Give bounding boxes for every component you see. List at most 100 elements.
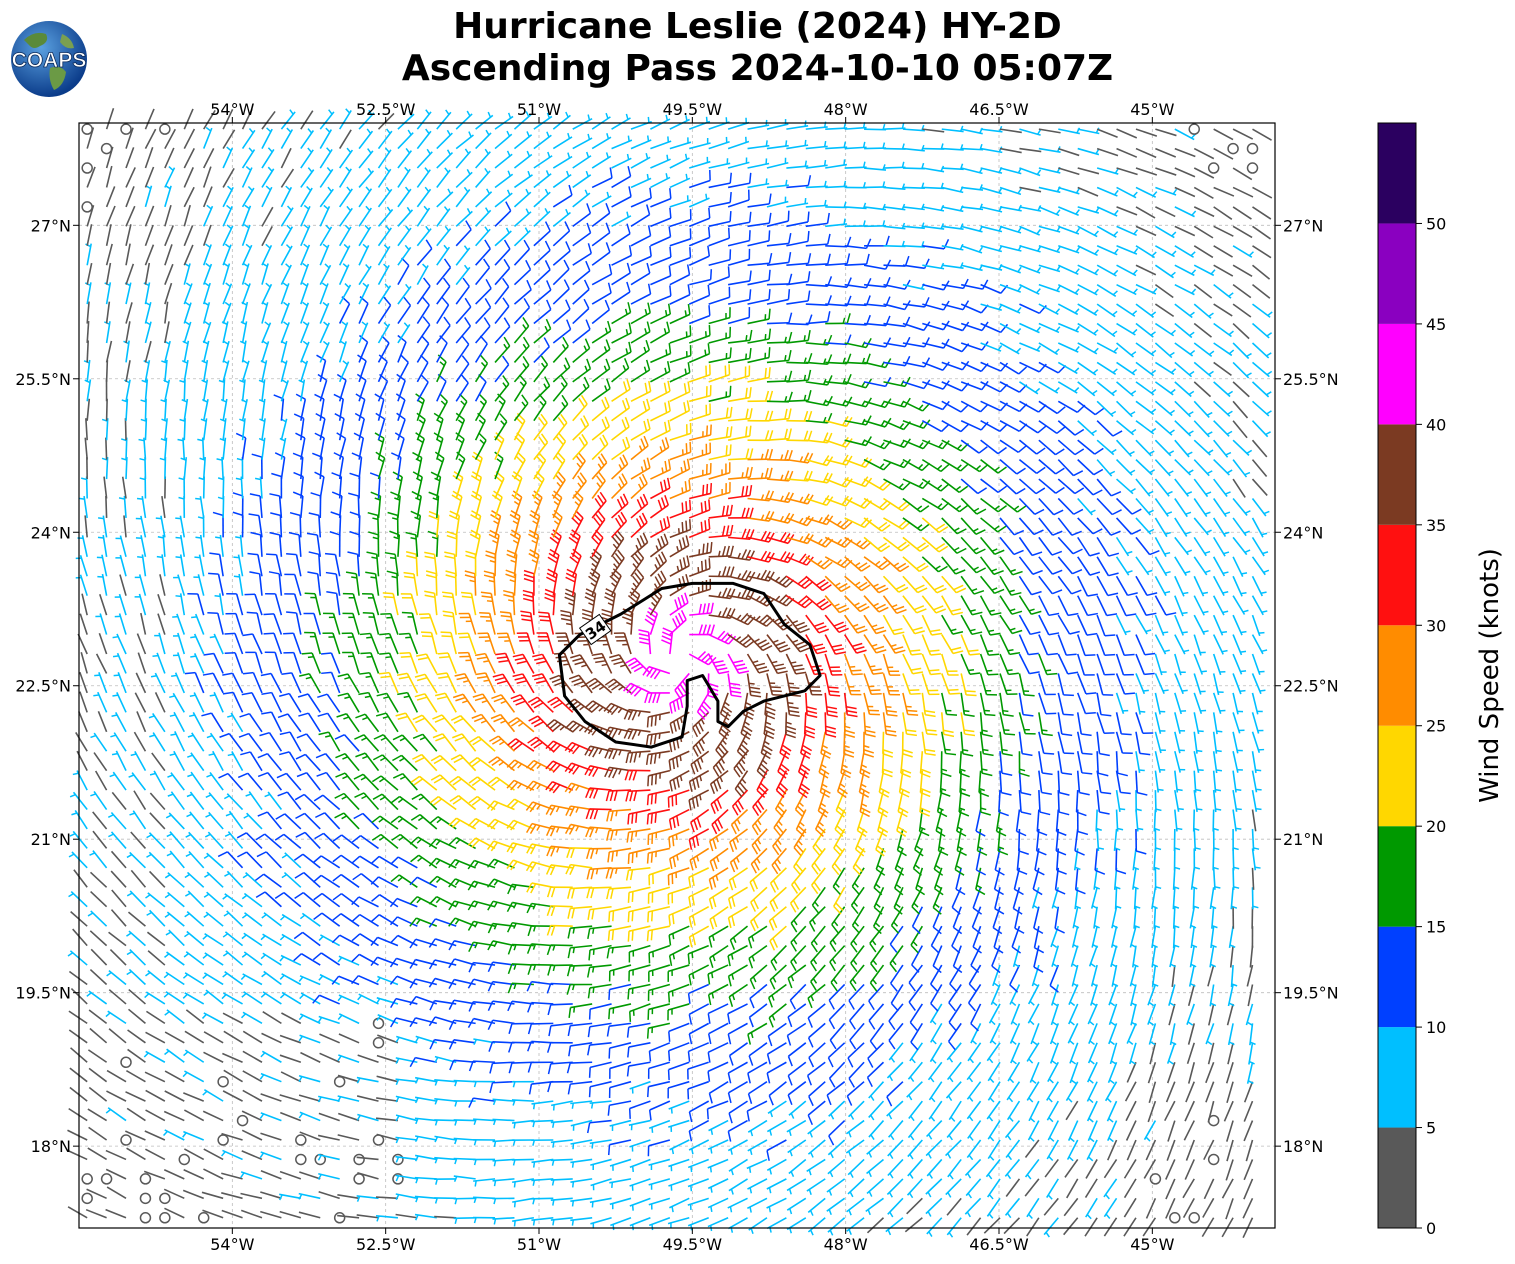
- wind-barb: [946, 1061, 962, 1083]
- wind-barb: [727, 1197, 748, 1213]
- wind-barb: [611, 262, 631, 286]
- wind-barb: [908, 984, 923, 1011]
- wind-barb: [729, 925, 749, 950]
- wind-barb: [941, 478, 969, 494]
- wind-barb: [980, 361, 1009, 372]
- wind-barb: [826, 1081, 846, 1106]
- wind-barb: [669, 209, 692, 228]
- wind-barb: [708, 426, 733, 441]
- wind-barb: [304, 592, 322, 616]
- wind-barb: [260, 933, 282, 947]
- wind-barb: [375, 1117, 399, 1122]
- wind-barb: [221, 321, 229, 344]
- wind-barb: [886, 1178, 904, 1198]
- wind-barb: [882, 575, 909, 593]
- wind-barb: [84, 437, 88, 460]
- wind-barb: [1226, 1003, 1234, 1026]
- wind-barb: [538, 611, 555, 635]
- wind-barb: [513, 355, 530, 383]
- wind-barb: [150, 672, 166, 694]
- wind-barb: [1076, 770, 1090, 796]
- wind-barb: [390, 856, 418, 869]
- wind-barb: [1116, 303, 1138, 317]
- wind-barb: [630, 359, 651, 383]
- wind-barb: [904, 1217, 923, 1233]
- wind-barb: [570, 1119, 593, 1131]
- wind-barb: [506, 921, 535, 933]
- wind-barb: [337, 1054, 360, 1064]
- wind-barb: [1172, 887, 1180, 910]
- wind-barb: [611, 416, 630, 441]
- wind-barb: [1166, 1139, 1176, 1161]
- wind-barb: [319, 1033, 340, 1044]
- wind-barb: [1212, 673, 1224, 696]
- wind-barb: [832, 867, 846, 895]
- wind-barb: [623, 682, 651, 697]
- wind-barb: [1135, 517, 1155, 535]
- wind-barb: [1249, 945, 1254, 968]
- wind-barb: [480, 591, 496, 616]
- wind-barb: [669, 173, 691, 189]
- wind-barb: [299, 1131, 321, 1141]
- wind-barb: [1057, 283, 1080, 296]
- wind-barb: [202, 166, 212, 188]
- wind-barb: [999, 770, 1012, 796]
- wind-barb: [1115, 848, 1127, 875]
- wind-barb: [242, 872, 263, 888]
- wind-barb: [175, 515, 186, 538]
- wind-barb: [375, 712, 399, 733]
- wind-barb: [688, 193, 710, 208]
- wind-barb: [1038, 731, 1055, 755]
- wind-barb: [646, 711, 671, 728]
- wind-barb: [882, 692, 898, 717]
- wind-barb: [572, 319, 591, 344]
- wind-barb: [966, 1081, 982, 1102]
- wind-barb: [1058, 245, 1081, 254]
- wind-barb: [182, 1189, 205, 1200]
- wind-barb: [1019, 264, 1042, 274]
- wind-barb: [1087, 1003, 1098, 1026]
- wind-barb: [90, 948, 108, 966]
- wind-barb: [999, 595, 1023, 615]
- wind-barb: [1251, 634, 1268, 655]
- wind-barb: [259, 731, 283, 752]
- wind-barb: [492, 1197, 515, 1205]
- wind-barb: [1143, 1120, 1157, 1142]
- wind-barb: [513, 150, 533, 169]
- wind-barb: [1038, 128, 1061, 134]
- wind-barb: [257, 811, 283, 830]
- wind-barb: [1154, 595, 1177, 616]
- wind-barb: [108, 831, 127, 849]
- wind-barb: [1251, 536, 1269, 557]
- wind-barb: [1171, 964, 1176, 987]
- lat-tick-label: 22.5°N: [1283, 677, 1339, 696]
- wind-barb: [332, 834, 360, 850]
- wind-barb: [967, 1120, 982, 1141]
- wind-barb: [766, 1061, 787, 1084]
- wind-barb: [222, 1090, 243, 1102]
- wind-barb: [849, 964, 865, 992]
- wind-barb: [647, 983, 671, 1001]
- wind-barb: [329, 531, 341, 557]
- wind-barb: [1227, 142, 1239, 155]
- wind-barb: [467, 880, 496, 891]
- wind-barb: [994, 887, 1005, 915]
- wind-barb: [146, 832, 166, 849]
- wind-barb: [589, 1100, 612, 1109]
- wind-barb: [494, 189, 513, 208]
- wind-barb: [490, 713, 516, 733]
- wind-barb: [125, 243, 131, 266]
- wind-barb: [786, 160, 809, 169]
- wind-barb: [668, 731, 690, 753]
- wind-barb: [1193, 575, 1209, 597]
- wind-barb: [1038, 536, 1063, 556]
- wind-barb: [319, 204, 331, 227]
- wind-barb: [1251, 498, 1270, 517]
- lon-tick-label: 51°W: [517, 1235, 561, 1254]
- wind-barb: [971, 906, 982, 935]
- wind-barb: [233, 573, 244, 596]
- wind-barb: [512, 1216, 535, 1227]
- colorbar-tick-label: 35: [1426, 516, 1446, 535]
- wind-barb: [786, 271, 811, 286]
- wind-barb: [1096, 517, 1121, 536]
